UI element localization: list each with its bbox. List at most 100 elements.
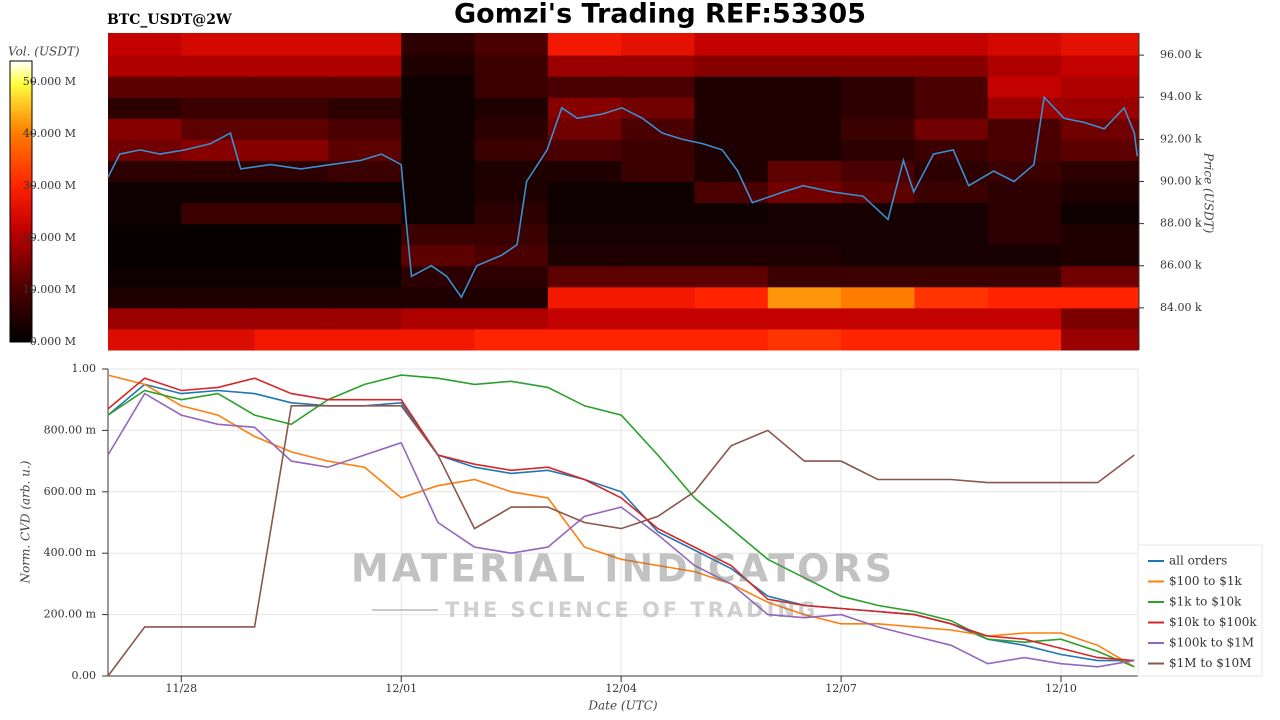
heatmap: 84.00 k 86.00 k 88.00 k 90.00 k 92.00 k 94.00…: [23, 33, 1202, 351]
heat-cell: [987, 307, 1062, 330]
heat-cell: [987, 244, 1062, 267]
heat-cell: [621, 55, 695, 77]
heat-cell: [841, 286, 915, 309]
heat-cell: [914, 76, 989, 98]
heat-cell: [401, 244, 476, 267]
heat-cell: [474, 307, 549, 330]
heat-cell: [254, 181, 329, 204]
heat-cell: [987, 286, 1062, 309]
heat-cell: [547, 286, 622, 309]
heat-cell: [767, 181, 842, 204]
heat-cell: [987, 55, 1062, 77]
heat-cell: [547, 223, 622, 246]
heat-cell: [694, 223, 769, 246]
heat-cell: [621, 202, 695, 225]
y-tick-label: 84.00 k: [1160, 301, 1202, 314]
heat-cell: [254, 139, 329, 161]
heat-cell: [547, 244, 622, 267]
heat-cell: [1061, 307, 1139, 330]
heat-cell: [254, 223, 329, 246]
heat-cell: [401, 76, 476, 98]
legend: all orders $100 to $1k $1k to $10k $10k to …: [1137, 544, 1263, 677]
heat-cell: [474, 223, 549, 246]
heat-cell: [474, 265, 549, 288]
heat-cell: [694, 265, 769, 288]
heat-cell: [914, 160, 989, 182]
heat-cell: [914, 244, 989, 267]
heat-cell: [694, 286, 769, 309]
heat-cell: [914, 223, 989, 246]
heat-cell: [181, 55, 256, 77]
heat-cell: [474, 244, 549, 267]
colorbar-tick-label: 50.000 M: [23, 75, 76, 88]
heat-cell: [987, 118, 1062, 140]
y-tick-label: 86.00 k: [1160, 259, 1202, 272]
heat-cell: [474, 202, 549, 225]
heat-cell: [401, 33, 476, 56]
colorbar-tick-label: 0.000 M: [30, 335, 76, 348]
heat-cell: [547, 328, 622, 351]
heat-cell: [327, 286, 402, 309]
colorbar-tick-label: 40.000 M: [23, 127, 76, 140]
heat-cell: [621, 97, 695, 119]
heat-cell: [108, 33, 182, 56]
legend-label: all orders: [1169, 554, 1227, 568]
heat-cell: [547, 181, 622, 204]
heat-cell: [694, 76, 769, 98]
heat-cell: [767, 328, 842, 351]
heat-cell: [841, 265, 915, 288]
heat-cell: [547, 118, 622, 140]
x-tick-label: 11/28: [165, 682, 197, 695]
heat-cell: [767, 33, 842, 56]
heat-cell: [767, 223, 842, 246]
heat-cell: [254, 97, 329, 119]
colorbar: [9, 60, 33, 343]
heat-cell: [767, 118, 842, 140]
heat-cell: [1061, 286, 1139, 309]
heat-cell: [987, 223, 1062, 246]
heat-cell: [181, 286, 256, 309]
heat-cell: [694, 202, 769, 225]
heat-cell: [547, 307, 622, 330]
heat-cell: [401, 307, 476, 330]
heat-cell: [547, 139, 622, 161]
colorbar-tick-label: 10.000 M: [23, 283, 76, 296]
heat-cell: [987, 265, 1062, 288]
heat-cell: [694, 55, 769, 77]
price-line: [107, 95, 1139, 299]
heat-cell: [767, 97, 842, 119]
heat-cell: [1061, 118, 1139, 140]
legend-box: [1137, 544, 1263, 677]
y-tick-label: 400.00 m: [44, 546, 97, 559]
heat-cell: [841, 223, 915, 246]
heat-cell: [841, 202, 915, 225]
heat-cell: [108, 265, 182, 288]
x-tick-label: 12/10: [1045, 682, 1077, 695]
heat-cell: [474, 33, 549, 56]
heat-cell: [401, 286, 476, 309]
legend-label: $100 to $1k: [1169, 574, 1242, 588]
heat-cell: [108, 286, 182, 309]
heat-cell: [254, 286, 329, 309]
colorbar-label: Vol. (USDT): [8, 45, 80, 59]
heat-cell: [327, 307, 402, 330]
colorbar-tick-label: 30.000 M: [23, 179, 76, 192]
heat-cell: [841, 244, 915, 267]
heat-cell: [694, 97, 769, 119]
heat-cell: [254, 265, 329, 288]
heat-cell: [1061, 55, 1139, 77]
heat-cell: [767, 286, 842, 309]
heat-cell: [108, 307, 182, 330]
heat-cell: [181, 76, 256, 98]
heat-cell: [108, 97, 182, 119]
y-tick-label: 92.00 k: [1160, 132, 1202, 145]
y-tick-label: 800.00 m: [44, 423, 97, 436]
heat-cell: [474, 97, 549, 119]
heat-cell: [694, 139, 769, 161]
heat-cell: [327, 139, 402, 161]
heat-cell: [914, 181, 989, 204]
colorbar-tick-label: 20.000 M: [23, 231, 76, 244]
heat-cell: [547, 76, 622, 98]
heat-cell: [327, 223, 402, 246]
heat-cell: [914, 307, 989, 330]
